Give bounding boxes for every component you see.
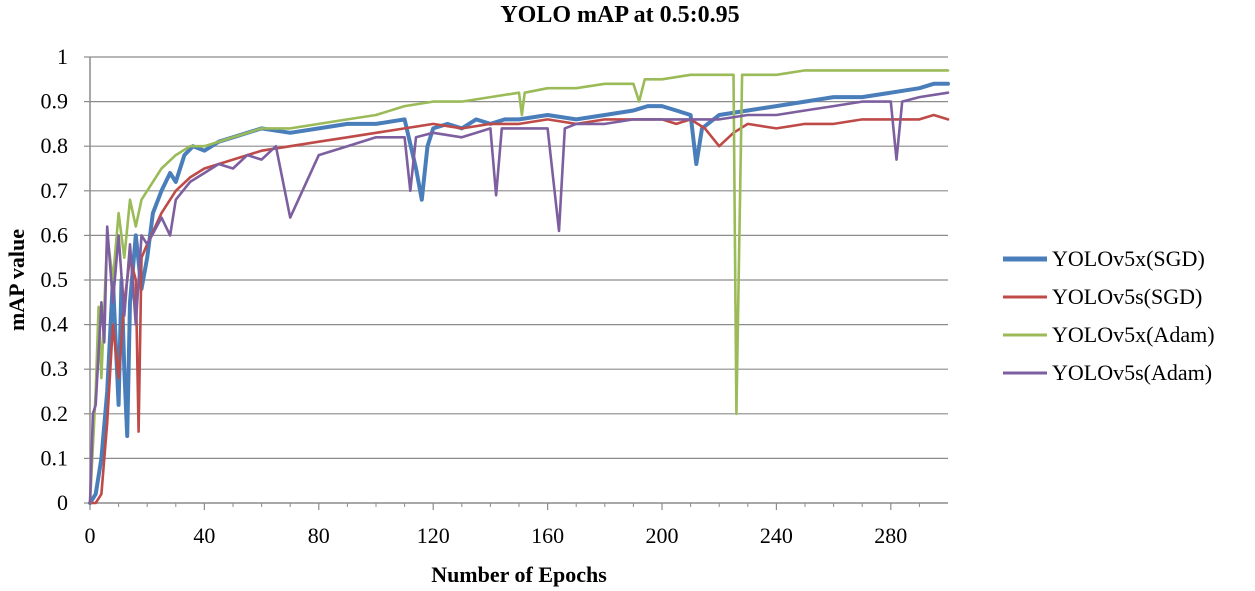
y-tick-label: 0.7	[41, 178, 69, 203]
y-tick-label: 0.2	[41, 401, 69, 426]
series-line-yolov5x-adam	[88, 69, 950, 505]
y-tick-label: 1	[57, 44, 68, 69]
y-tick-label: 0	[57, 490, 68, 515]
y-tick-labels: 0 0.1 0.2 0.3 0.4 0.5 0.6 0.7 0.8 0.9 1	[41, 44, 90, 515]
x-tick-label: 40	[193, 523, 215, 548]
x-tick-label: 280	[874, 523, 907, 548]
x-tick-label: 120	[417, 523, 450, 548]
series-line-yolov5x-sgd	[88, 81, 950, 505]
legend-label-yolov5x-sgd: YOLOv5x(SGD)	[1052, 246, 1205, 271]
legend-label-yolov5s-sgd: YOLOv5s(SGD)	[1052, 284, 1202, 309]
y-axis-label: mAP value	[4, 229, 29, 331]
y-tick-label: 0.1	[41, 445, 69, 470]
series-lines	[88, 69, 950, 505]
x-tick-labels: 0 40 80 120 160 200 240 280	[85, 503, 920, 548]
y-tick-label: 0.6	[41, 222, 69, 247]
x-tick-label: 160	[531, 523, 564, 548]
legend: YOLOv5x(SGD) YOLOv5s(SGD) YOLOv5x(Adam) YOL…	[1003, 246, 1215, 385]
x-axis-label: Number of Epochs	[431, 562, 607, 587]
y-tick-label: 0.3	[41, 356, 69, 381]
y-tick-label: 0.9	[41, 89, 69, 114]
chart-title: YOLO mAP at 0.5:0.95	[500, 2, 739, 28]
x-tick-label: 240	[760, 523, 793, 548]
legend-label-yolov5s-adam: YOLOv5s(Adam)	[1052, 360, 1212, 385]
x-tick-label: 0	[85, 523, 96, 548]
x-tick-label: 80	[308, 523, 330, 548]
y-tick-label: 0.4	[41, 312, 69, 337]
series-line-yolov5s-adam	[88, 91, 950, 505]
y-tick-label: 0.5	[41, 267, 69, 292]
series-line-yolov5s-sgd	[88, 113, 950, 505]
y-tick-label: 0.8	[41, 133, 69, 158]
legend-label-yolov5x-adam: YOLOv5x(Adam)	[1052, 322, 1215, 347]
x-tick-label: 200	[646, 523, 679, 548]
grid-lines	[90, 56, 948, 459]
